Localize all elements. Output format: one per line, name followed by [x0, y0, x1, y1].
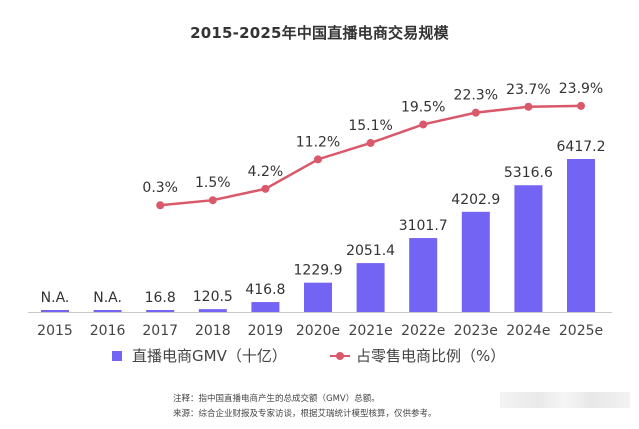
line-point-2020e — [314, 155, 322, 164]
line-series — [156, 101, 585, 210]
bar-2018 — [198, 309, 227, 312]
line-label-2018: 1.5% — [195, 175, 231, 191]
bar-2019 — [251, 302, 280, 312]
bar-label-2016: N.A. — [93, 290, 122, 306]
line-point-2023e — [471, 108, 480, 117]
bar-2021e — [356, 263, 385, 312]
bar-2022e — [409, 238, 438, 312]
bar-label-2021e: 2051.4 — [346, 243, 395, 259]
x-tick-2022e: 2022e — [401, 323, 445, 339]
x-tick-2020e: 2020e — [296, 323, 340, 339]
footnote-source: 来源：综合企业财报及专家访谈，根据艾瑞统计模型核算，仅供参考。 — [173, 409, 437, 419]
x-tick-2017: 2017 — [142, 323, 178, 339]
x-tick-2018: 2018 — [195, 323, 231, 339]
legend-item-ratio: 占零售电商比例（%） — [330, 345, 505, 366]
footnotes: 注释：指中国直播电商产生的总成交额（GMV）总额。 来源：综合企业财报及专家访谈… — [173, 392, 437, 422]
line-point-2021e — [366, 138, 375, 147]
legend: 直播电商GMV（十亿） 占零售电商比例（%） — [0, 345, 639, 369]
legend-item-gmv: 直播电商GMV（十亿） — [112, 345, 287, 366]
chart-plot: 2015 2016 2017 2018 2019 2020e 2021e 2022e 2023e… — [28, 81, 612, 339]
line-point-2018 — [208, 196, 217, 205]
line-label-2020e: 11.2% — [296, 134, 340, 150]
bar-label-2023e: 4202.9 — [451, 192, 500, 208]
bar-2015 — [41, 310, 69, 312]
x-tick-2025e: 2025e — [559, 323, 603, 339]
line-point-2024e — [524, 102, 533, 111]
line-point-2025e — [577, 101, 585, 110]
line-label-2025e: 23.9% — [559, 81, 603, 97]
line-data-labels: 0.3% 1.5% 4.2% 11.2% 15.1% 19.5% 22.3% 23.7% 23.… — [142, 81, 603, 196]
line-label-2023e: 22.3% — [454, 88, 498, 104]
legend-label-ratio: 占零售电商比例（%） — [356, 347, 506, 365]
x-tick-2016: 2016 — [90, 323, 126, 339]
bar-label-2020e: 1229.9 — [294, 263, 343, 279]
bar-2023e — [461, 211, 490, 312]
bar-series — [41, 159, 595, 312]
line-label-2021e: 15.1% — [348, 118, 392, 134]
x-tick-2023e: 2023e — [454, 323, 498, 339]
x-tick-2015: 2015 — [37, 323, 73, 339]
line-label-2022e: 19.5% — [401, 99, 445, 115]
line-point-2017 — [156, 201, 165, 210]
bar-label-2022e: 3101.7 — [399, 218, 448, 234]
bar-label-2015: N.A. — [41, 290, 70, 306]
line-label-2024e: 23.7% — [506, 82, 550, 98]
bar-label-2017: 16.8 — [145, 290, 176, 306]
bar-label-2025e: 6417.2 — [557, 139, 606, 155]
line-point-2022e — [419, 120, 428, 129]
footnote-note: 注释：指中国直播电商产生的总成交额（GMV）总额。 — [173, 394, 380, 404]
bar-label-2019: 416.8 — [245, 282, 285, 298]
bar-2025e — [567, 159, 595, 312]
x-tick-2021e: 2021e — [348, 323, 392, 339]
line-point-2019 — [261, 184, 270, 193]
blurred-watermark — [500, 392, 630, 408]
chart-title: 2015-2025年中国直播电商交易规模 — [190, 24, 449, 42]
bar-2024e — [514, 185, 543, 312]
bar-label-2024e: 5316.6 — [504, 165, 553, 181]
line-label-2019: 4.2% — [248, 164, 284, 180]
bar-data-labels: N.A. N.A. 16.8 120.5 416.8 1229.92051.43101.7… — [41, 139, 606, 306]
x-tick-labels: 2015 2016 2017 2018 2019 2020e 2021e 2022e 2023e… — [37, 323, 603, 339]
x-tick-2019: 2019 — [248, 323, 284, 339]
bar-2020e — [304, 282, 332, 312]
x-tick-2024e: 2024e — [506, 323, 550, 339]
line-label-2017: 0.3% — [142, 180, 178, 196]
legend-line-marker-icon — [330, 351, 350, 361]
bar-label-2018: 120.5 — [193, 289, 233, 305]
legend-label-gmv: 直播电商GMV（十亿） — [132, 347, 287, 365]
legend-bar-swatch-icon — [112, 350, 122, 361]
bar-2017 — [146, 310, 175, 312]
bar-2016 — [93, 310, 122, 312]
